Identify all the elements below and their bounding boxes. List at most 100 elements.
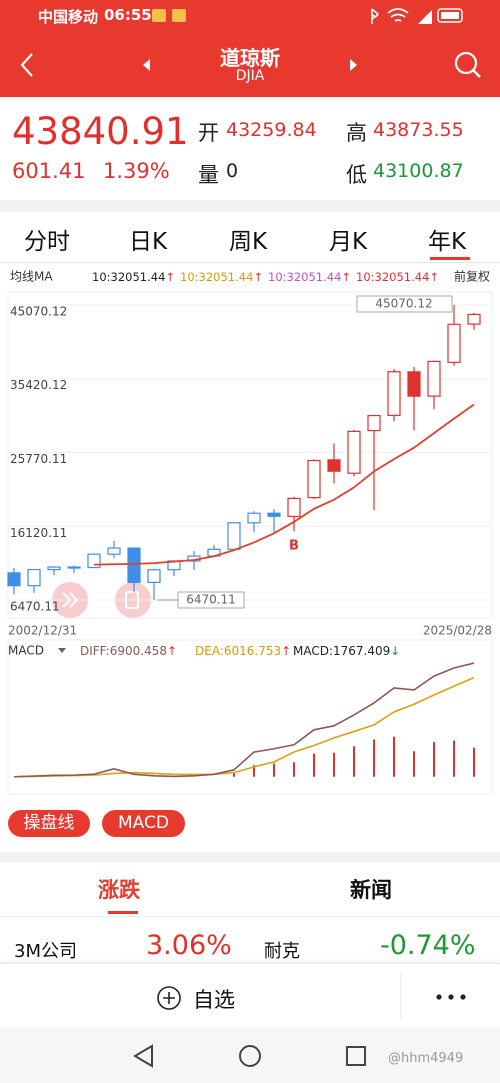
tab[interactable]: 日K: [129, 229, 168, 255]
volume: 0: [226, 160, 239, 182]
candle-body: [307, 459, 321, 499]
candle-body: [107, 547, 121, 555]
candle-body: [407, 371, 421, 397]
watchlist-button[interactable]: 自选: [193, 988, 235, 1012]
macd-legend: DEA:6016.753↑: [195, 644, 291, 658]
back-button[interactable]: [20, 53, 33, 77]
ma-legend-value: 10:32051.44: [180, 270, 253, 284]
add-plus: [163, 992, 175, 1004]
macd-frame: [7, 639, 493, 795]
news-tab-underline: [108, 911, 138, 914]
more-button[interactable]: [434, 992, 468, 1002]
nav-icons: [133, 1044, 366, 1068]
signal-label: B: [289, 539, 299, 554]
news-tab-active[interactable]: 涨跌: [98, 878, 140, 902]
candle-body: [7, 572, 21, 587]
change-pct: 1.39%: [103, 159, 170, 183]
candle-body: [147, 569, 161, 584]
x-tick-label: 2002/12/31: [8, 624, 77, 638]
low: 43100.87: [373, 160, 464, 182]
y-tick-label: 35420.12: [10, 378, 67, 392]
nav-bar: @hhm4949: [0, 1027, 500, 1083]
macd-legend-value: DIFF:6900.458: [80, 644, 167, 658]
candle-body: [267, 512, 281, 517]
signal-icon: [418, 10, 432, 24]
divider: [0, 916, 500, 917]
mover-name[interactable]: 3M公司: [14, 941, 77, 962]
y-tick-label: 16120.11: [10, 526, 67, 540]
ma-legend-trend: ↑: [253, 270, 263, 284]
ma-legend-trend: ↑: [429, 270, 439, 284]
candle-body: [287, 497, 301, 518]
high-label: 高: [346, 121, 367, 145]
add-icon[interactable]: [155, 984, 183, 1012]
x-tick-label: 2025/02/28: [423, 624, 492, 638]
dot: [460, 994, 466, 1000]
diff-line: [13, 662, 475, 778]
candle-body: [427, 360, 441, 397]
dot: [448, 994, 454, 1000]
y-tick-label: 45070.12: [10, 305, 67, 319]
candle-body: [327, 459, 341, 472]
ma-legend-trend: ↑: [341, 270, 351, 284]
wifi-icon: [387, 8, 409, 22]
indicator-button[interactable]: MACD: [102, 810, 185, 837]
volume-label: 量: [198, 163, 219, 187]
macd-legend-value: DEA:6016.753: [195, 644, 281, 658]
ma-legend: 10:32051.44↑: [356, 270, 439, 284]
separator: [0, 200, 500, 212]
tab-active[interactable]: 年K: [428, 229, 467, 255]
chart: B 均线MA 10:32051.44↑ 10:32051.44↑ 10:32051.4…: [7, 269, 493, 795]
adjust-label: 前复权: [454, 269, 490, 284]
news-tab[interactable]: 新闻: [350, 878, 392, 902]
ma-legend-value: 10:32051.44: [268, 270, 341, 284]
candle-body: [367, 414, 381, 432]
tab[interactable]: 月K: [329, 229, 368, 255]
candle-body: [127, 547, 141, 583]
tab[interactable]: 周K: [229, 229, 268, 255]
ma-label: 均线MA: [10, 270, 53, 284]
nav-home[interactable]: [239, 1045, 261, 1067]
divider: [0, 262, 500, 263]
separator: [0, 852, 500, 862]
price-frame: [7, 291, 493, 619]
candle-body: [387, 371, 401, 416]
y-tick-label: 6470.11: [10, 600, 60, 614]
ma-legend: 10:32051.44↑: [180, 270, 263, 284]
prev-button[interactable]: [143, 59, 150, 71]
candle-body: [47, 566, 61, 571]
search-button[interactable]: [454, 51, 478, 75]
app-icon: [152, 9, 166, 22]
tab-underline: [430, 257, 470, 260]
candle-body: [247, 512, 261, 524]
divider: [400, 972, 401, 1020]
low-marker: 6470.11: [186, 593, 236, 607]
app-icon: [172, 9, 186, 22]
battery-level: [441, 12, 459, 19]
change: 601.41: [12, 159, 86, 183]
indicator-button[interactable]: 操盘线: [8, 810, 90, 837]
mover-name[interactable]: 耐克: [264, 941, 300, 962]
candle-body: [87, 553, 101, 569]
candle-body: [447, 323, 461, 363]
watermark: @hhm4949: [388, 1051, 464, 1066]
search-handle: [472, 69, 481, 78]
add-circle: [157, 986, 181, 1010]
ma-legend: 10:32051.44↑: [268, 270, 351, 284]
candle-body: [227, 522, 241, 550]
nav-back[interactable]: [133, 1044, 153, 1068]
status-time: 06:55: [104, 6, 152, 24]
mover-change: -0.74%: [380, 930, 476, 961]
dea-line: [13, 676, 475, 778]
y-tick-label: 25770.11: [10, 452, 67, 466]
bluetooth-icon: [371, 8, 380, 24]
title: 道琼斯: [220, 46, 280, 70]
macd-label: MACD: [8, 644, 44, 658]
header: 中国移动 06:55 道琼斯 DJIA: [0, 0, 500, 97]
ma-legend-value: 10:32051.44: [92, 270, 165, 284]
tab[interactable]: 分时: [24, 229, 70, 255]
nav-recent[interactable]: [346, 1046, 366, 1066]
next-button[interactable]: [350, 59, 357, 71]
macd-legend-value: MACD:1767.409: [293, 644, 390, 658]
open-label: 开: [198, 121, 219, 145]
